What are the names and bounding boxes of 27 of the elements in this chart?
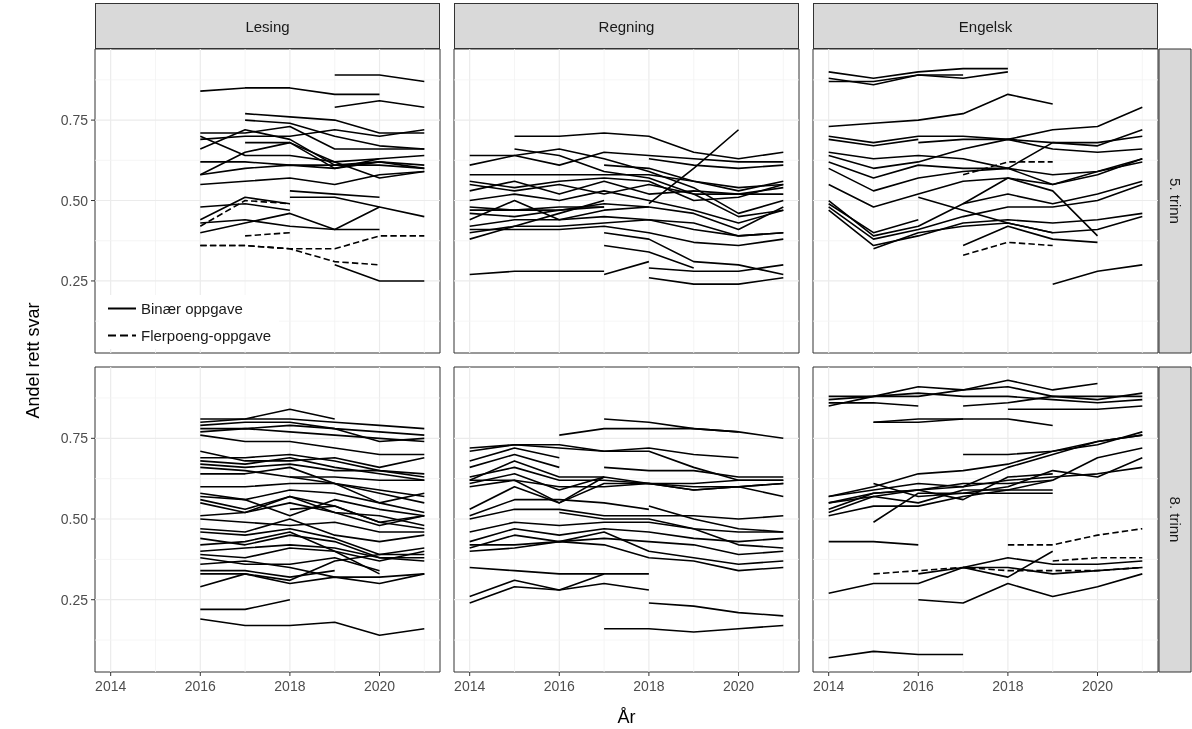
x-tick-label: 2014	[95, 678, 127, 694]
x-tick-label: 2018	[274, 678, 306, 694]
y-tick-label: 0.50	[60, 192, 89, 209]
legend-label: Flerpoeng-oppgave	[141, 327, 272, 344]
text: 8. trinn	[1166, 496, 1184, 543]
chart-title: Engelsk	[813, 3, 1158, 49]
x-tick-label: 2020	[1081, 678, 1114, 694]
y-tick-label: 0.25	[60, 591, 89, 608]
x-tick-label: 2016	[184, 678, 217, 694]
x-tick-label: 2016	[543, 678, 576, 694]
y-tick-label: 0.50	[60, 511, 89, 528]
y-tick-label: 0.25	[60, 272, 89, 289]
y-tick-label: 0.75	[60, 430, 89, 447]
x-axis-title: År	[617, 707, 636, 727]
x-tick-label: 2020	[363, 678, 396, 694]
chart-title: Regning	[454, 3, 799, 49]
x-tick-label: 2014	[813, 678, 845, 694]
x-tick-label: 2018	[633, 678, 665, 694]
x-tick-label: 2018	[992, 678, 1024, 694]
x-tick-label: 2020	[722, 678, 755, 694]
x-tick-label: 2014	[454, 678, 486, 694]
y-axis-title: Andel rett svar	[22, 302, 44, 419]
chart-title: Lesing	[95, 3, 440, 49]
text: 5. trinn	[1166, 178, 1184, 224]
y-tick-label: 0.75	[60, 112, 89, 129]
x-tick-label: 2016	[902, 678, 935, 694]
legend-label: Binær oppgave	[141, 300, 243, 317]
